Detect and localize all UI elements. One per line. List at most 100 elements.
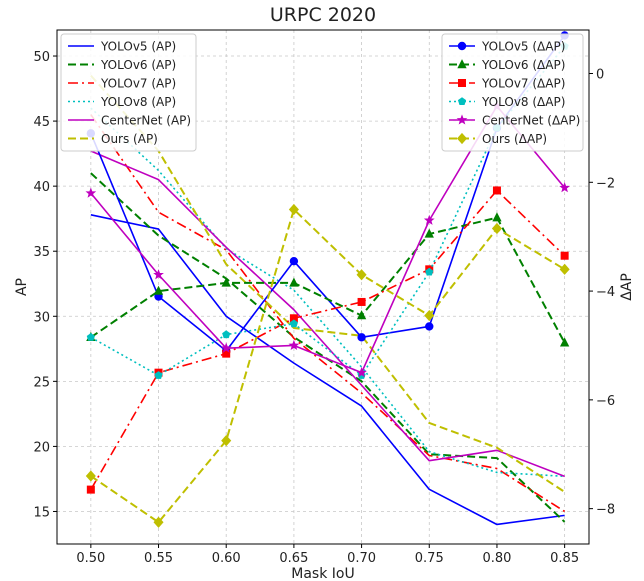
data-point-yolov8-deltaap [86,333,95,341]
y-tick-label: 45 [33,115,50,130]
data-point-centernet-deltaap [85,187,97,198]
y-tick-label: 40 [33,180,50,195]
y2-axis-title: ΔAP [619,273,635,301]
y-tick-label: 15 [33,505,50,520]
legend-entry-yolov8-ap: YOLOv8 (AP) [68,95,176,109]
data-point-yolov5-deltaap [357,333,366,342]
data-point-yolov7-deltaap [492,186,501,195]
legend-entry-yolov7-ap: YOLOv7 (AP) [68,77,176,91]
x-tick-label: 0.50 [76,551,105,566]
x-axis-title: Mask IoU [291,566,354,581]
legend-label: YOLOv7 (AP) [100,77,176,91]
x-tick-label: 0.55 [144,551,173,566]
legend-label: Ours (ΔAP) [482,132,547,146]
legend-label: YOLOv6 (AP) [100,58,176,72]
series-line-ours-deltaap [90,208,566,524]
legend-entry-yolov5-ap: YOLOv5 (AP) [68,40,176,54]
series-layer [85,31,570,528]
data-point-ours-deltaap [288,203,299,216]
data-point-centernet-deltaap [220,342,232,353]
series-line-centernet-ap [90,150,565,478]
x-tick-label: 0.85 [550,551,579,566]
legend-marker [456,132,468,145]
legend-entry-centernet-deltaap: CenterNet (ΔAP) [449,114,580,128]
legend-entry-yolov6-deltaap: YOLOv6 (ΔAP) [449,58,565,72]
legend-entry-yolov7-deltaap: YOLOv7 (ΔAP) [449,77,565,91]
data-point-yolov5-deltaap [425,322,434,331]
data-point-yolov6-deltaap [356,310,367,320]
data-point-ours-deltaap [153,516,164,528]
legend-marker [457,79,466,88]
legend-label: YOLOv8 (AP) [100,95,176,109]
y2-tick-label: −2 [596,176,615,191]
x-tick-label: 0.75 [415,551,444,566]
legend-marker [457,41,467,51]
y-tick-label: 30 [33,310,50,325]
y-axis-title: AP [14,278,30,296]
series-line-yolov8-ap [90,107,565,478]
y-tick-label: 35 [33,245,50,260]
y2-tick-label: −4 [596,285,615,300]
x-tick-label: 0.65 [279,551,308,566]
y2-tick-label: 0 [596,68,604,83]
legend-entry-yolov5-deltaap: YOLOv5 (ΔAP) [449,40,565,54]
series-line-yolov6-deltaap [90,216,566,344]
data-point-yolov7-deltaap [357,297,366,306]
legend-marker [457,97,467,105]
series-yolov8-ap [90,107,565,478]
data-point-ours-deltaap [491,222,502,235]
series-centernet-ap [90,150,565,478]
legend-label: YOLOv5 (AP) [100,40,176,54]
legend-entry-centernet-ap: CenterNet (AP) [68,114,191,128]
legend-right: YOLOv5 (ΔAP) YOLOv6 (ΔAP) YOLOv7 (ΔAP) YOLO… [441,33,584,152]
legend-label: Ours (AP) [101,132,158,146]
data-point-yolov5-deltaap [289,256,299,266]
data-point-yolov6-deltaap [559,337,570,347]
legend-label: YOLOv7 (ΔAP) [481,77,565,91]
y2-tick-label: −8 [596,503,615,518]
legend-label: YOLOv6 (ΔAP) [481,58,565,72]
x-tick-label: 0.70 [347,551,376,566]
y-tick-label: 25 [33,375,50,390]
data-point-yolov8-deltaap [289,319,298,328]
data-point-yolov6-deltaap [424,228,434,238]
y2-tick-label: −6 [596,394,615,409]
data-point-yolov7-deltaap [86,485,95,494]
plot-frame [56,29,590,545]
chart-title: URPC 2020 [270,4,376,26]
data-point-yolov8-deltaap [425,267,434,276]
legend-label: YOLOv5 (ΔAP) [481,40,565,54]
series-line-yolov8-deltaap [90,45,566,377]
legend-box [60,33,197,152]
legend-entry-ours-ap: Ours (AP) [68,132,158,146]
data-point-yolov8-deltaap [222,330,231,339]
series-line-yolov5-ap [90,213,565,526]
y-tick-label: 50 [33,50,50,65]
data-point-ours-deltaap [356,269,367,281]
series-line-ours-ap [90,74,566,493]
series-line-yolov7-ap [90,114,566,513]
y-tick-label: 20 [33,440,50,455]
data-point-yolov6-deltaap [221,277,231,287]
data-point-yolov6-deltaap [153,285,164,295]
series-ours-ap [90,74,566,493]
data-point-centernet-deltaap [423,214,435,225]
data-point-yolov6-deltaap [289,277,299,287]
legend-marker [456,114,468,125]
legend-marker [457,59,467,69]
data-point-yolov8-deltaap [154,371,163,379]
legend-entry-ours-deltaap: Ours (ΔAP) [449,132,547,146]
legend-entry-yolov8-deltaap: YOLOv8 (ΔAP) [449,95,565,109]
legend-left: YOLOv5 (AP) YOLOv6 (AP) YOLOv7 (AP) YOLOv8 … [60,33,197,152]
legend-label: CenterNet (AP) [101,114,191,128]
data-point-centernet-deltaap [288,339,300,351]
series-yolov7-ap [90,114,566,513]
data-point-ours-deltaap [559,263,570,275]
data-point-centernet-deltaap [559,182,570,193]
legend-entry-yolov6-ap: YOLOv6 (AP) [68,58,176,72]
data-point-ours-deltaap [85,470,96,482]
legend-label: YOLOv8 (ΔAP) [481,95,565,109]
data-point-centernet-deltaap [153,269,164,280]
legend-box [441,33,584,152]
